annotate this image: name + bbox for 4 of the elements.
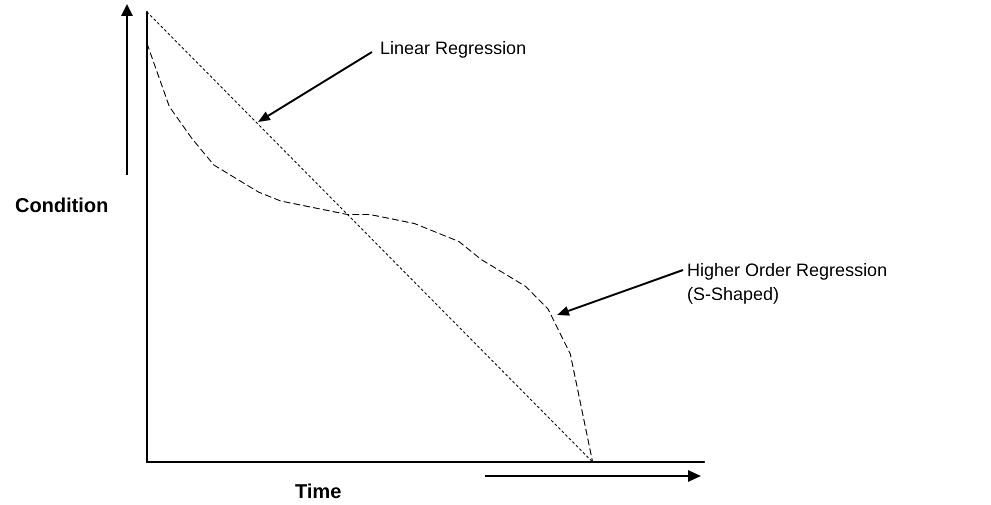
x-axis-title: Time [295, 481, 342, 503]
annotation: Higher Order Regression (S-Shaped) [687, 260, 888, 304]
annotation: Linear Regression [380, 38, 526, 58]
y-axis-title: Condition [15, 195, 108, 217]
